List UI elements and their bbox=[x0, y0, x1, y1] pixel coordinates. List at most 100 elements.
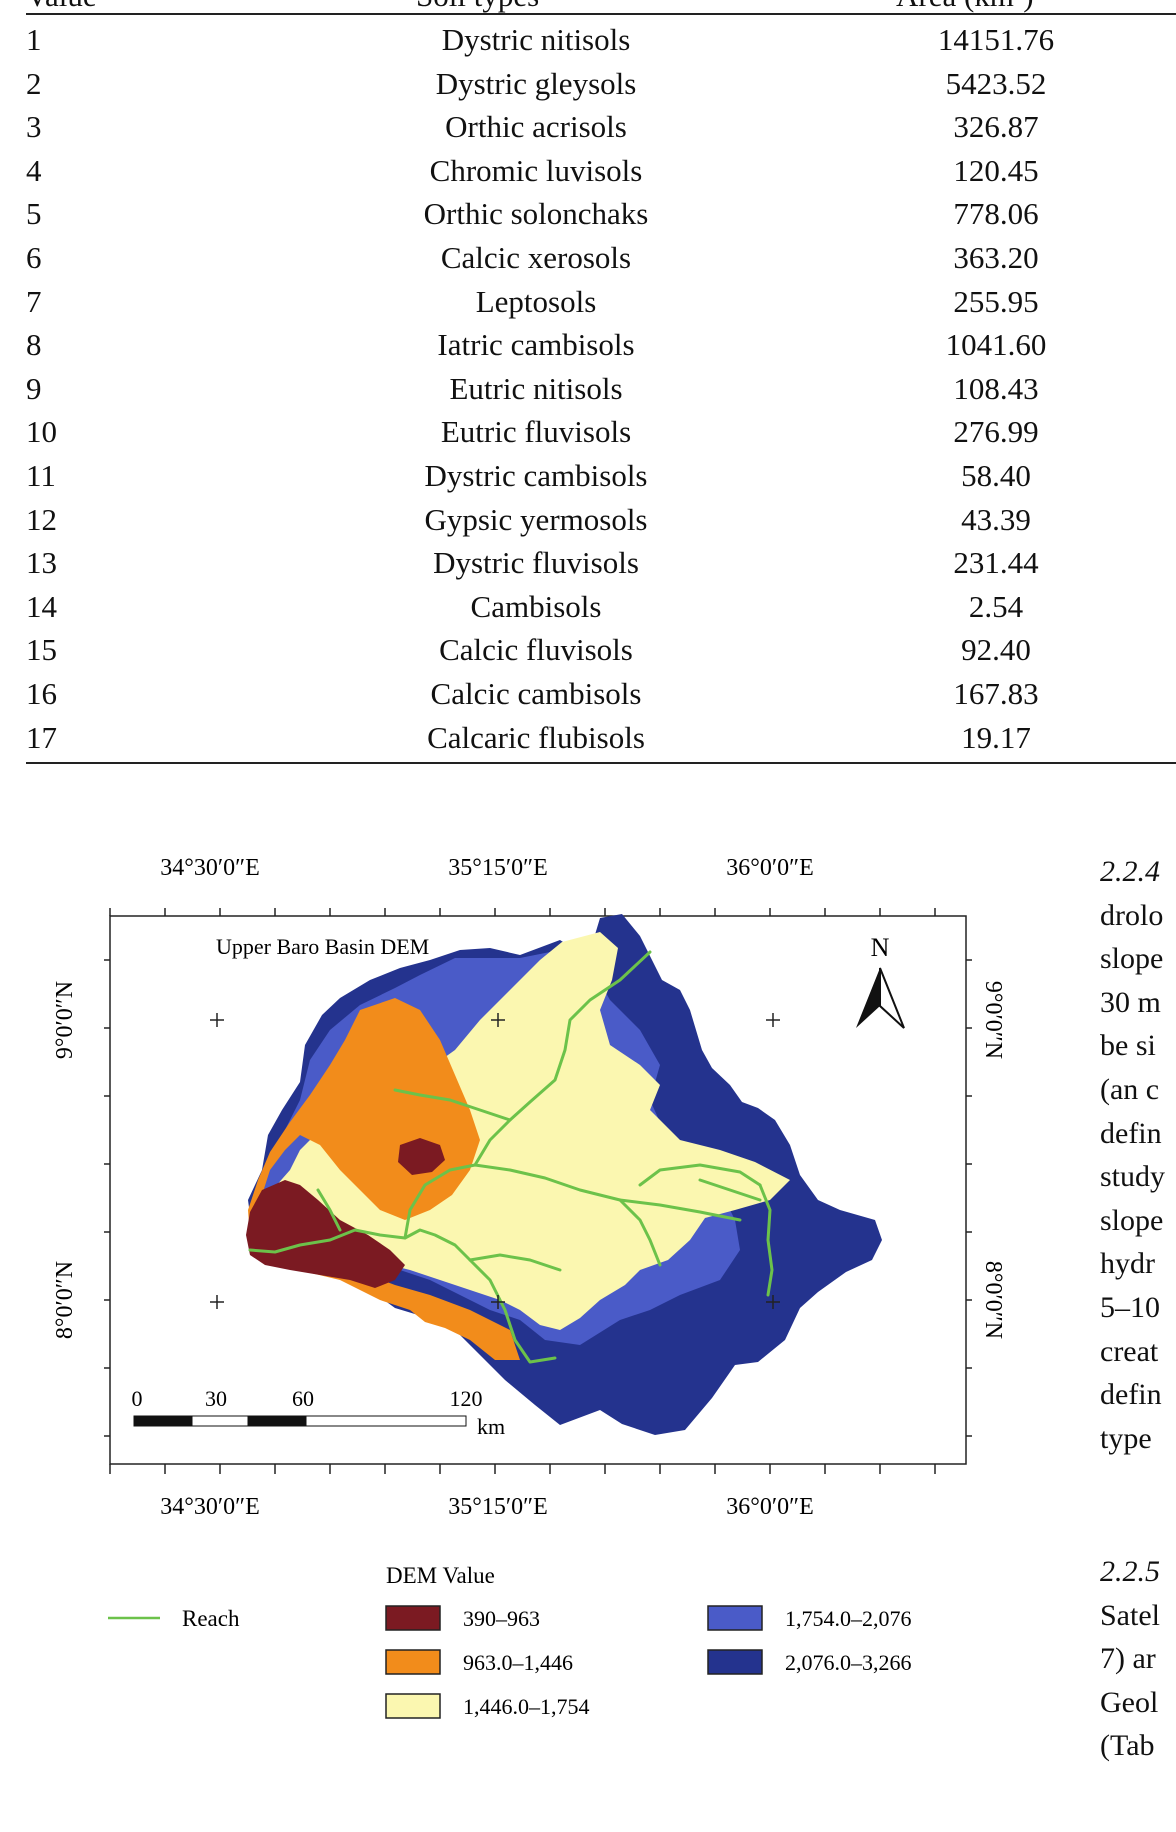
scale-tick-120: 120 bbox=[450, 1386, 483, 1411]
legend-label-1446-1754: 1,446.0–1,754 bbox=[463, 1694, 590, 1719]
table-row: 6 Calcic xerosols 363.20 bbox=[26, 236, 1176, 279]
row-soil-type: Chromic luvisols bbox=[429, 152, 643, 188]
dem-map-figure: N Upper Baro Basin DEM 0 30 60 120 km 34… bbox=[0, 840, 1060, 1832]
row-value: 2 bbox=[26, 65, 42, 101]
row-area: 276.99 bbox=[953, 414, 1039, 450]
para1-line-10: hydr bbox=[1100, 1247, 1155, 1281]
lon-label-bottom-2: 35°15′0″E bbox=[448, 1494, 548, 1520]
scale-tick-30: 30 bbox=[205, 1386, 227, 1411]
row-area: 92.40 bbox=[961, 632, 1031, 668]
para1-line-4: 30 m bbox=[1100, 985, 1161, 1019]
legend-swatch-1446-1754 bbox=[385, 1693, 441, 1719]
row-value: 9 bbox=[26, 370, 42, 406]
section-2-2-4-text: 2.2.4 drolo slope 30 m be si (an c defin… bbox=[1100, 850, 1165, 1460]
row-soil-type: Eutric nitisols bbox=[449, 370, 623, 406]
map-side-ticks bbox=[104, 959, 972, 1437]
para1-line-13: defin bbox=[1100, 1378, 1162, 1412]
para2-line-1: 2.2.5 bbox=[1100, 1555, 1160, 1588]
para1-line-14: type bbox=[1100, 1421, 1152, 1455]
row-soil-type: Dystric fluvisols bbox=[433, 545, 639, 581]
north-label: N bbox=[871, 933, 890, 962]
row-value: 6 bbox=[26, 240, 42, 275]
scale-tick-0: 0 bbox=[132, 1386, 143, 1411]
row-area: 231.44 bbox=[953, 545, 1039, 581]
dem-class-1446-1754 bbox=[268, 932, 790, 1330]
row-area: 108.43 bbox=[953, 370, 1039, 406]
row-value: 3 bbox=[26, 109, 42, 145]
lon-label-top-3: 36°0′0″E bbox=[726, 855, 814, 881]
row-soil-type: Calcaric flubisols bbox=[427, 719, 645, 755]
lon-label-top-1: 34°30′0″E bbox=[160, 855, 260, 881]
table-row: 3 Orthic acrisols 326.87 bbox=[26, 105, 1176, 148]
reach-legend-label: Reach bbox=[182, 1606, 240, 1631]
row-value: 17 bbox=[26, 719, 57, 755]
row-area: 120.45 bbox=[953, 152, 1039, 188]
row-value: 13 bbox=[26, 545, 57, 581]
para1-line-3: slope bbox=[1100, 942, 1164, 976]
row-soil-type: Iatric cambisols bbox=[437, 327, 635, 363]
graticule-crosses bbox=[210, 1013, 780, 1309]
row-area: 326.87 bbox=[953, 109, 1039, 145]
table-row: 5 Orthic solonchaks 778.06 bbox=[26, 192, 1176, 235]
para2-line-3: 7) ar bbox=[1100, 1642, 1156, 1676]
legend-swatch-963-1446 bbox=[385, 1649, 441, 1675]
legend-swatch-1754-2076 bbox=[707, 1605, 763, 1631]
para1-line-8: study bbox=[1100, 1160, 1166, 1194]
north-arrow-icon bbox=[856, 967, 905, 1029]
legend-label-1754-2076: 1,754.0–2,076 bbox=[785, 1606, 912, 1631]
row-value: 11 bbox=[26, 458, 56, 493]
table-row: 13 Dystric fluvisols 231.44 bbox=[26, 541, 1176, 584]
scale-tick-60: 60 bbox=[292, 1386, 314, 1411]
table-row: 10 Eutric fluvisols 276.99 bbox=[26, 410, 1176, 453]
row-value: 14 bbox=[26, 588, 57, 624]
para1-line-1: 2.2.4 bbox=[1100, 855, 1160, 888]
row-value: 8 bbox=[26, 327, 42, 363]
row-area: 363.20 bbox=[953, 240, 1039, 275]
row-value: 16 bbox=[26, 676, 57, 711]
para2-line-4: Geol bbox=[1100, 1685, 1159, 1719]
row-area: 58.40 bbox=[961, 458, 1031, 493]
table-header-value: Value bbox=[26, 0, 97, 14]
row-value: 15 bbox=[26, 632, 57, 668]
row-soil-type: Calcic fluvisols bbox=[439, 632, 633, 668]
legend-swatch-2076-3266 bbox=[707, 1649, 763, 1675]
table-row: 2 Dystric gleysols 5423.52 bbox=[26, 62, 1176, 105]
dem-class-390-963 bbox=[246, 1180, 405, 1288]
row-value: 4 bbox=[26, 152, 42, 188]
table-header-area: Area (km²) bbox=[896, 0, 1034, 14]
para1-line-7: defin bbox=[1100, 1116, 1162, 1150]
row-soil-type: Cambisols bbox=[470, 588, 602, 624]
para2-line-2: Satel bbox=[1100, 1598, 1160, 1632]
para1-line-2: drolo bbox=[1100, 898, 1164, 932]
table-row: 15 Calcic fluvisols 92.40 bbox=[26, 628, 1176, 671]
lon-label-bottom-1: 34°30′0″E bbox=[160, 1494, 260, 1520]
para1-line-12: creat bbox=[1100, 1334, 1159, 1368]
map-title: Upper Baro Basin DEM bbox=[216, 934, 429, 959]
row-soil-type: Leptosols bbox=[475, 283, 597, 319]
table-row: 7 Leptosols 255.95 bbox=[26, 280, 1176, 323]
legend-swatch-390-963 bbox=[385, 1605, 441, 1631]
row-soil-type: Orthic solonchaks bbox=[423, 196, 649, 232]
map-bottom-ticks bbox=[109, 1464, 936, 1474]
scale-bar bbox=[133, 1415, 467, 1427]
lon-label-top-2: 35°15′0″E bbox=[448, 855, 548, 881]
row-value: 7 bbox=[26, 283, 42, 319]
legend-label-2076-3266: 2,076.0–3,266 bbox=[785, 1650, 912, 1675]
lat-label-left-2: 8°0′0″N bbox=[52, 1261, 78, 1339]
row-area: 167.83 bbox=[953, 676, 1039, 711]
table-row: 1 Dystric nitisols 14151.76 bbox=[26, 18, 1176, 61]
table-row: 9 Eutric nitisols 108.43 bbox=[26, 367, 1176, 410]
row-soil-type: Eutric fluvisols bbox=[440, 414, 632, 450]
row-soil-type: Gypsic yermosols bbox=[424, 501, 648, 537]
row-value: 5 bbox=[26, 196, 42, 232]
para1-line-9: slope bbox=[1100, 1203, 1164, 1237]
row-area: 255.95 bbox=[953, 283, 1039, 319]
table-row: 12 Gypsic yermosols 43.39 bbox=[26, 498, 1176, 541]
legend-title: DEM Value bbox=[386, 1563, 495, 1588]
legend-label-963-1446: 963.0–1,446 bbox=[463, 1650, 573, 1675]
legend-label-390-963: 390–963 bbox=[463, 1606, 540, 1631]
row-soil-type: Dystric cambisols bbox=[424, 458, 648, 493]
para1-line-6: (an c bbox=[1100, 1072, 1160, 1106]
para1-line-11: 5–10 bbox=[1100, 1290, 1160, 1324]
row-soil-type: Orthic acrisols bbox=[445, 109, 627, 145]
